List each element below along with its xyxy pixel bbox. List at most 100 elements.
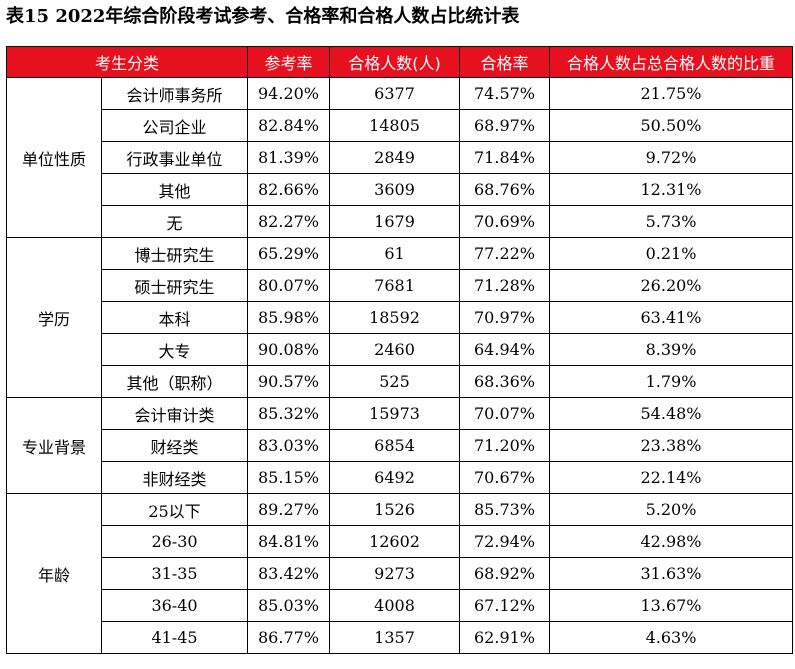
pass-count-cell: 1357 (329, 621, 461, 654)
table-row: 31-35 83.42% 9273 68.92% 31.63% (7, 557, 794, 590)
table-row: 26-30 84.81% 12602 72.94% 42.98% (7, 525, 794, 558)
pass-count-cell: 525 (329, 365, 461, 398)
pass-rate-cell: 68.36% (459, 365, 551, 398)
table-row: 专业背景 会计审计类 85.32% 15973 70.07% 54.48% (6, 397, 794, 494)
participation-rate-cell: 85.15% (247, 461, 331, 494)
pass-rate-cell: 70.67% (459, 461, 551, 494)
participation-rate-cell: 82.84% (247, 109, 331, 142)
participation-rate-cell: 89.27% (247, 493, 331, 526)
table-row: 行政事业单位 81.39% 2849 71.84% 9.72% (7, 141, 794, 174)
participation-rate-cell: 85.98% (247, 301, 331, 334)
row-label: 41-45 (100, 621, 249, 654)
pass-count-cell: 15973 (329, 397, 461, 430)
table-row: 学历 博士研究生 65.29% 61 77.22% 0.21% (6, 237, 794, 398)
pass-count-cell: 2849 (329, 141, 461, 174)
pass-count-cell: 1526 (329, 493, 461, 526)
table-row: 公司企业 82.84% 14805 68.97% 50.50% (7, 109, 794, 142)
row-label: 26-30 (100, 525, 249, 558)
row-label: 25以下 (100, 493, 249, 526)
participation-rate-cell: 82.27% (247, 205, 331, 238)
header-pass-rate: 合格率 (459, 46, 551, 78)
table-row: 非财经类 85.15% 6492 70.67% 22.14% (7, 461, 794, 494)
pass-count-cell: 6492 (329, 461, 461, 494)
table-row: 其他 82.66% 3609 68.76% 12.31% (7, 173, 794, 206)
pass-count-cell: 14805 (329, 109, 461, 142)
pass-share-cell: 50.50% (549, 109, 794, 142)
pass-rate-cell: 68.97% (459, 109, 551, 142)
pass-rate-cell: 77.22% (459, 237, 551, 270)
pass-count-cell: 12602 (329, 525, 461, 558)
pass-count-cell: 6854 (329, 429, 461, 462)
table-row: 36-40 85.03% 4008 67.12% 13.67% (7, 589, 794, 622)
pass-rate-cell: 85.73% (459, 493, 551, 526)
table-title: 表15 2022年综合阶段考试参考、合格率和合格人数占比统计表 (6, 6, 520, 27)
pass-rate-cell: 72.94% (459, 525, 551, 558)
table-row: 年龄 25以下 89.27% 1526 85.73% 5.20% (6, 493, 794, 654)
group-label: 年龄 (6, 493, 102, 654)
pass-share-cell: 42.98% (549, 525, 794, 558)
pass-count-cell: 1679 (329, 205, 461, 238)
pass-rate-cell: 67.12% (459, 589, 551, 622)
pass-count-cell: 7681 (329, 269, 461, 302)
pass-count-cell: 6377 (329, 77, 461, 110)
row-label: 其他 (100, 173, 249, 206)
table-body: 单位性质 会计师事务所 94.20% 6377 74.57% 21.75% 公司企业 82.8… (6, 77, 794, 654)
participation-rate-cell: 90.57% (247, 365, 331, 398)
table-row: 财经类 83.03% 6854 71.20% 23.38% (7, 429, 794, 462)
pass-rate-cell: 71.20% (459, 429, 551, 462)
pass-share-cell: 22.14% (549, 461, 794, 494)
participation-rate-cell: 80.07% (247, 269, 331, 302)
pass-count-cell: 18592 (329, 301, 461, 334)
group-label: 单位性质 (6, 77, 102, 238)
pass-rate-cell: 71.28% (459, 269, 551, 302)
pass-rate-cell: 68.92% (459, 557, 551, 590)
header-pass-count: 合格人数(人) (329, 46, 461, 78)
pass-share-cell: 13.67% (549, 589, 794, 622)
row-label: 会计审计类 (100, 397, 249, 430)
pass-rate-cell: 62.91% (459, 621, 551, 654)
pass-share-cell: 21.75% (549, 77, 794, 110)
pass-count-cell: 2460 (329, 333, 461, 366)
header-row: 考生分类 参考率 合格人数(人) 合格率 合格人数占总合格人数的比重 (5, 46, 794, 78)
table-row: 无 82.27% 1679 70.69% 5.73% (7, 205, 794, 238)
pass-rate-cell: 70.69% (459, 205, 551, 238)
participation-rate-cell: 83.03% (247, 429, 331, 462)
pass-rate-cell: 74.57% (459, 77, 551, 110)
pass-share-cell: 9.72% (549, 141, 794, 174)
pass-count-cell: 61 (329, 237, 461, 270)
row-label: 公司企业 (100, 109, 249, 142)
statistics-table: 考生分类 参考率 合格人数(人) 合格率 合格人数占总合格人数的比重 单位性质会… (5, 46, 794, 654)
pass-share-cell: 23.38% (549, 429, 794, 462)
pass-share-cell: 8.39% (549, 333, 794, 366)
row-label: 非财经类 (100, 461, 249, 494)
pass-rate-cell: 64.94% (459, 333, 551, 366)
table-row: 其他（职称） 90.57% 525 68.36% 1.79% (7, 365, 794, 398)
participation-rate-cell: 82.66% (247, 173, 331, 206)
row-label: 会计师事务所 (100, 77, 249, 110)
pass-share-cell: 5.73% (549, 205, 794, 238)
pass-count-cell: 4008 (329, 589, 461, 622)
participation-rate-cell: 90.08% (247, 333, 331, 366)
participation-rate-cell: 94.20% (247, 77, 331, 110)
group-label: 学历 (6, 237, 102, 398)
pass-share-cell: 26.20% (549, 269, 794, 302)
pass-rate-cell: 68.76% (459, 173, 551, 206)
row-label: 财经类 (100, 429, 249, 462)
group-label: 专业背景 (6, 397, 102, 494)
pass-count-cell: 9273 (329, 557, 461, 590)
participation-rate-cell: 84.81% (247, 525, 331, 558)
table-row: 单位性质 会计师事务所 94.20% 6377 74.57% 21.75% (6, 77, 794, 238)
row-label: 大专 (100, 333, 249, 366)
participation-rate-cell: 86.77% (247, 621, 331, 654)
table-row: 41-45 86.77% 1357 62.91% 4.63% (7, 621, 794, 654)
participation-rate-cell: 81.39% (247, 141, 331, 174)
pass-share-cell: 12.31% (549, 173, 794, 206)
pass-share-cell: 63.41% (549, 301, 794, 334)
header-participation-rate: 参考率 (247, 46, 331, 78)
participation-rate-cell: 83.42% (247, 557, 331, 590)
row-label: 博士研究生 (100, 237, 249, 270)
header-pass-share: 合格人数占总合格人数的比重 (549, 46, 794, 78)
participation-rate-cell: 85.32% (247, 397, 331, 430)
row-label: 31-35 (100, 557, 249, 590)
pass-count-cell: 3609 (329, 173, 461, 206)
